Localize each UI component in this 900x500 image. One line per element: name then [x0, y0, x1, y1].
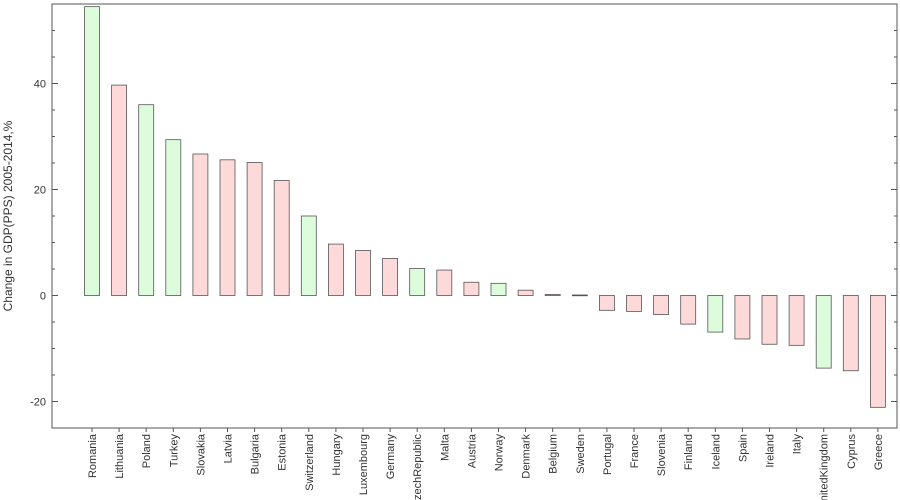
x-tick-label: Estonia — [277, 433, 289, 471]
bar-romania — [84, 6, 100, 296]
x-tick-label: Iceland — [710, 434, 722, 469]
bar-hungary — [327, 243, 344, 296]
x-tick-label: CzechRepublic — [412, 434, 424, 500]
y-axis: -20 0 20 40 — [30, 3, 897, 429]
x-tick-label: Belgium — [548, 434, 560, 474]
x-tick-label: Latvia — [223, 433, 235, 463]
bar-denmark — [517, 289, 534, 296]
x-tick-label: Norway — [494, 434, 506, 472]
x-tick-label: Portugal — [602, 434, 614, 475]
x-tick-label: Finland — [683, 434, 695, 470]
bar-unitedkingdom — [815, 295, 832, 369]
bar-sweden — [571, 294, 588, 297]
y-axis-title: Change in GDP(PPS) 2005-2014,% — [1, 120, 15, 311]
bar-slovakia — [192, 153, 209, 296]
x-tick-label: France — [629, 434, 641, 468]
x-tick-label: Poland — [141, 434, 153, 468]
bar-malta — [436, 269, 453, 296]
x-tick-label: Austria — [466, 433, 478, 468]
bar-latvia — [219, 159, 236, 296]
y-tick-label: 40 — [34, 79, 46, 91]
x-axis-labels: Romania Lithuania Poland Turkey Slovakia Latv… — [87, 428, 885, 500]
x-tick-label: Spain — [737, 434, 749, 462]
x-tick-label: Cyprus — [846, 434, 858, 469]
bar-luxembourg — [355, 250, 371, 296]
x-tick-label: Slovenia — [656, 433, 668, 476]
bar-turkey — [165, 139, 182, 296]
bar-lithuania — [111, 84, 127, 296]
bar-portugal — [599, 295, 615, 311]
y-tick-label: 20 — [34, 185, 46, 197]
x-tick-label: Denmark — [521, 434, 533, 479]
bar-austria — [463, 281, 480, 296]
x-tick-label: Germany — [385, 434, 397, 480]
bar-greece — [870, 295, 886, 408]
x-tick-label: Romania — [87, 433, 99, 478]
bar-czechrepublic — [409, 268, 426, 296]
x-tick-label: Malta — [439, 433, 451, 461]
x-tick-label: Slovakia — [195, 433, 207, 475]
bar-iceland — [707, 295, 724, 333]
y-tick-label: 0 — [40, 291, 46, 303]
bar-switzerland — [300, 215, 317, 296]
bars — [84, 6, 886, 408]
x-tick-label: Turkey — [168, 434, 180, 468]
bar-germany — [382, 257, 399, 296]
bar-estonia — [273, 180, 290, 296]
x-tick-label: Italy — [792, 434, 804, 455]
bar-italy — [788, 295, 805, 346]
x-tick-label: Luxembourg — [358, 434, 370, 495]
bar-france — [626, 295, 642, 312]
x-tick-label: Greece — [873, 434, 885, 470]
bar-bulgaria — [246, 162, 263, 296]
bar-slovenia — [653, 295, 669, 315]
bar-norway — [490, 282, 507, 296]
bar-spain — [734, 295, 751, 340]
x-tick-label: Sweden — [575, 434, 587, 474]
bar-cyprus — [842, 295, 859, 372]
x-tick-label: Switzerland — [304, 434, 316, 491]
bar-finland — [680, 295, 697, 325]
x-tick-label: Ireland — [765, 434, 777, 468]
bar-ireland — [761, 295, 778, 345]
x-tick-label: Lithuania — [114, 433, 126, 479]
x-tick-label: UnitedKingdom — [819, 434, 831, 500]
bar-belgium — [544, 294, 561, 296]
bar-poland — [138, 104, 155, 296]
y-tick-label: -20 — [30, 397, 46, 409]
x-tick-label: Hungary — [331, 434, 343, 476]
x-tick-label: Bulgaria — [250, 433, 262, 474]
